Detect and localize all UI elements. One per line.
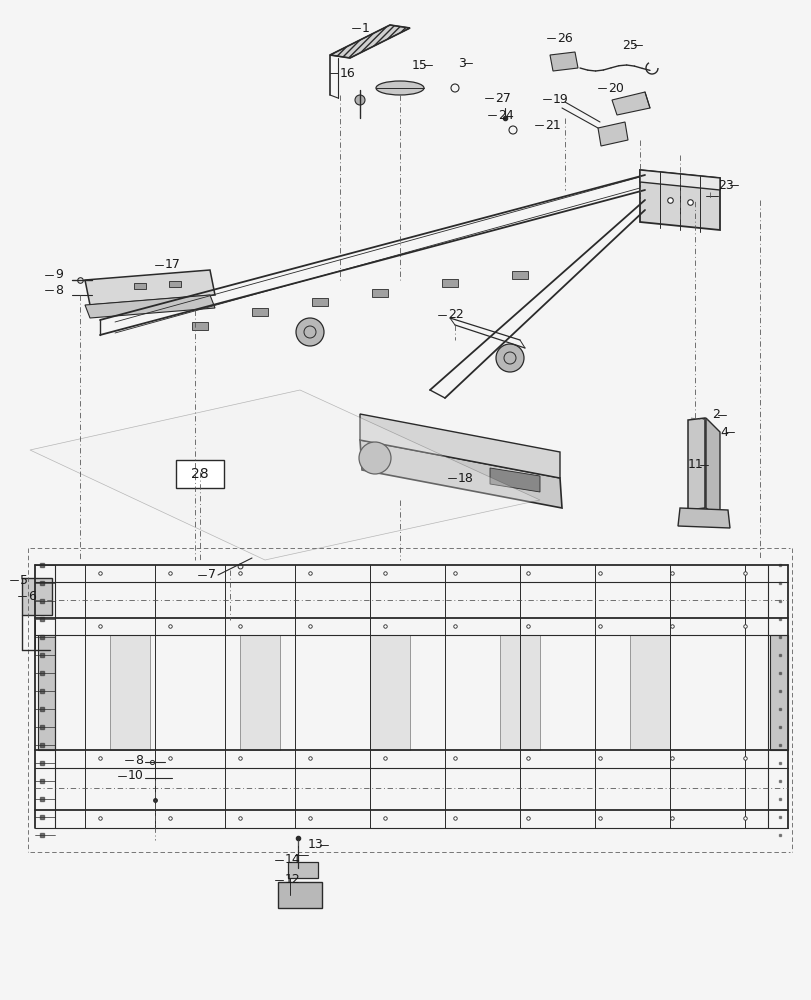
Polygon shape <box>169 281 181 287</box>
Polygon shape <box>512 271 527 279</box>
Polygon shape <box>611 92 649 115</box>
Polygon shape <box>500 635 539 750</box>
Polygon shape <box>359 440 561 508</box>
Polygon shape <box>705 418 719 518</box>
Polygon shape <box>85 295 215 318</box>
Text: 21: 21 <box>544 119 560 132</box>
Text: 10: 10 <box>128 769 144 782</box>
Polygon shape <box>687 418 704 510</box>
Polygon shape <box>329 25 410 58</box>
Text: 6: 6 <box>28 589 36 602</box>
Polygon shape <box>277 882 322 908</box>
Polygon shape <box>370 635 410 750</box>
Polygon shape <box>134 283 146 289</box>
Text: 1: 1 <box>362 22 370 35</box>
Polygon shape <box>677 508 729 528</box>
Polygon shape <box>769 635 787 750</box>
Text: 17: 17 <box>165 258 181 271</box>
Circle shape <box>358 442 391 474</box>
Polygon shape <box>109 635 150 750</box>
Polygon shape <box>639 170 719 190</box>
Text: 9: 9 <box>55 268 62 282</box>
Text: 19: 19 <box>552 93 568 106</box>
Text: 7: 7 <box>208 568 216 582</box>
Text: 18: 18 <box>457 472 474 485</box>
Text: 2: 2 <box>711 408 719 422</box>
Text: 8: 8 <box>55 284 63 296</box>
Polygon shape <box>38 635 55 750</box>
FancyBboxPatch shape <box>176 460 224 488</box>
Polygon shape <box>288 862 318 878</box>
Text: 14: 14 <box>285 853 300 866</box>
Text: 16: 16 <box>340 67 355 80</box>
Text: 15: 15 <box>411 59 427 72</box>
Text: 4: 4 <box>719 426 727 438</box>
Ellipse shape <box>354 95 365 105</box>
Polygon shape <box>629 635 669 750</box>
Text: 3: 3 <box>457 57 466 70</box>
Text: 28: 28 <box>191 467 208 481</box>
Polygon shape <box>251 308 268 316</box>
Text: 24: 24 <box>497 109 513 122</box>
Text: 23: 23 <box>717 179 733 192</box>
Polygon shape <box>30 390 539 560</box>
Polygon shape <box>191 322 208 330</box>
Text: 22: 22 <box>448 308 463 322</box>
Polygon shape <box>371 289 388 297</box>
Text: 20: 20 <box>607 82 623 95</box>
Polygon shape <box>489 468 539 492</box>
Polygon shape <box>639 170 719 230</box>
Text: 5: 5 <box>20 574 28 586</box>
Polygon shape <box>311 298 328 306</box>
Text: 25: 25 <box>621 39 637 52</box>
Circle shape <box>496 344 523 372</box>
Circle shape <box>296 318 324 346</box>
Polygon shape <box>597 122 627 146</box>
Polygon shape <box>240 635 280 750</box>
Polygon shape <box>441 279 457 287</box>
Ellipse shape <box>375 81 423 95</box>
Polygon shape <box>549 52 577 71</box>
Text: 13: 13 <box>307 838 324 851</box>
Text: 11: 11 <box>687 458 703 472</box>
Text: 12: 12 <box>285 874 300 886</box>
Polygon shape <box>85 270 215 305</box>
Text: 8: 8 <box>135 754 143 766</box>
Text: 26: 26 <box>556 32 572 45</box>
Polygon shape <box>359 414 560 478</box>
Polygon shape <box>22 578 52 615</box>
Text: 27: 27 <box>495 92 510 105</box>
